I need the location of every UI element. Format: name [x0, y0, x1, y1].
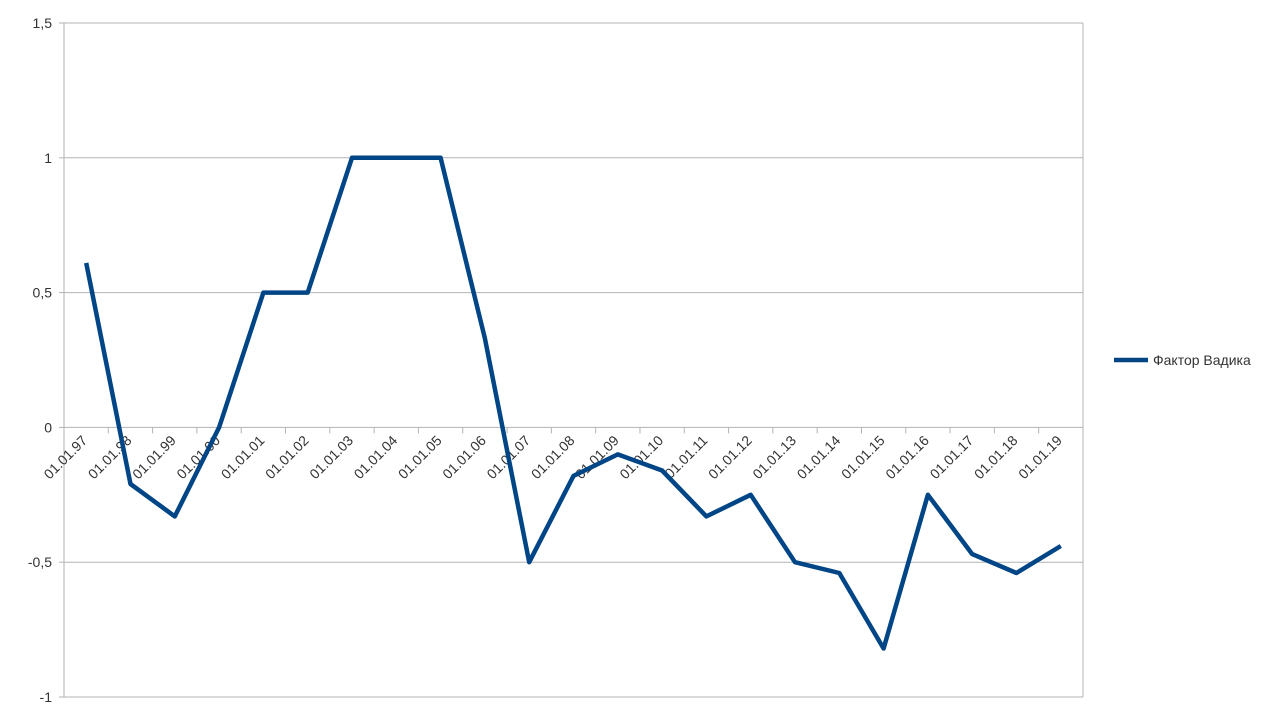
data-point	[572, 474, 576, 478]
y-tick-label: 1,5	[33, 15, 53, 31]
grid-layer	[64, 22, 1083, 698]
data-point	[970, 552, 974, 556]
series-line	[83, 155, 1062, 651]
data-point	[483, 336, 487, 340]
x-tick-label: 01.01.13	[749, 432, 799, 482]
y-tick-label: -0,5	[28, 554, 52, 570]
y-tick-labels: -1 -0,5 0 0,5 1 1,5	[28, 15, 52, 705]
x-tick-label: 01.01.97	[40, 432, 90, 482]
data-point	[926, 493, 930, 497]
x-tick-label: 01.01.06	[439, 432, 489, 482]
data-point	[616, 452, 620, 456]
data-point	[749, 493, 753, 497]
x-tick-label: 01.01.18	[971, 432, 1021, 482]
data-point	[704, 514, 708, 518]
x-tick-label: 01.01.19	[1015, 432, 1065, 482]
data-point	[527, 560, 531, 564]
x-tick-label: 01.01.17	[927, 432, 977, 482]
data-point	[660, 469, 664, 473]
data-point	[261, 291, 265, 295]
x-tick-label: 01.01.01	[218, 432, 268, 482]
data-point	[84, 261, 88, 265]
x-tick-label: 01.01.08	[528, 432, 578, 482]
data-point	[882, 646, 886, 650]
y-tick-label: 0,5	[33, 285, 53, 301]
y-tick-label: -1	[40, 689, 53, 705]
data-point	[217, 425, 221, 429]
x-tick-label: 01.01.12	[705, 432, 755, 482]
data-point	[306, 291, 310, 295]
x-tick-label: 01.01.15	[838, 432, 888, 482]
x-tick-label: 01.01.14	[794, 432, 844, 482]
y-tick-label: 0	[44, 419, 52, 435]
x-tick-label: 01.01.16	[882, 432, 932, 482]
data-point	[394, 156, 398, 160]
data-point	[173, 514, 177, 518]
data-point	[793, 560, 797, 564]
legend-label: Фактор Вадика	[1153, 352, 1251, 368]
x-tick-label: 01.01.00	[173, 432, 223, 482]
legend: Фактор Вадика	[1114, 352, 1251, 368]
data-point	[439, 156, 443, 160]
data-point	[1059, 544, 1063, 548]
data-point	[128, 482, 132, 486]
axis-layer	[59, 22, 1084, 698]
x-tick-label: 01.01.05	[395, 432, 445, 482]
x-tick-label: 01.01.99	[129, 432, 179, 482]
x-tick-label: 01.01.03	[306, 432, 356, 482]
x-tick-label: 01.01.04	[351, 432, 401, 482]
data-point	[1015, 571, 1019, 575]
series-layer	[83, 155, 1063, 651]
data-point	[837, 571, 841, 575]
y-tick-label: 1	[44, 150, 52, 166]
x-tick-label: 01.01.02	[262, 432, 312, 482]
data-point	[350, 156, 354, 160]
x-tick-label: 01.01.11	[661, 432, 710, 481]
